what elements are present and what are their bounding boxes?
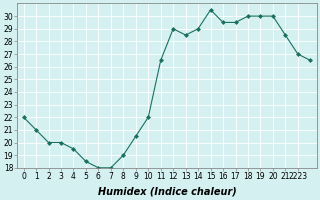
X-axis label: Humidex (Indice chaleur): Humidex (Indice chaleur) [98, 187, 236, 197]
